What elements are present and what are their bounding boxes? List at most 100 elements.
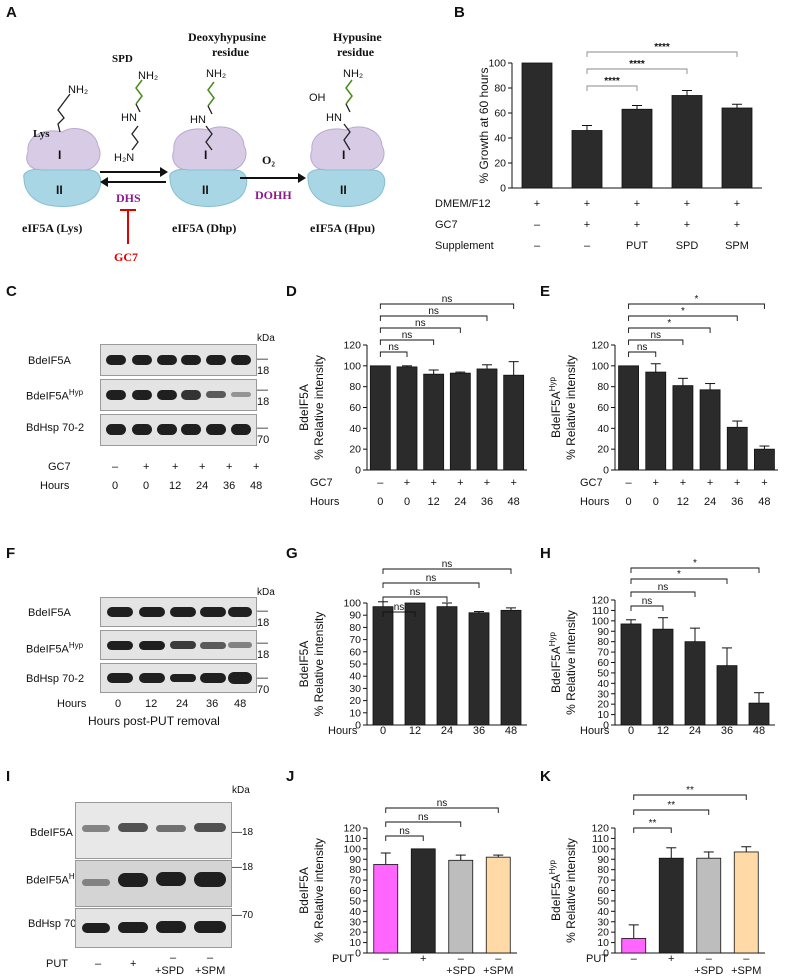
y-tick-label-G: 80 xyxy=(349,622,361,634)
y-tick-label-H: 10 xyxy=(597,709,609,721)
bar-G xyxy=(468,612,490,726)
bar-H xyxy=(652,628,674,726)
y-tick-label-H: 20 xyxy=(597,699,609,711)
y-axis-label-2-K: % Relative intensity xyxy=(564,838,578,943)
y-tick-label-G: 0 xyxy=(355,720,361,732)
significance-bracket-E xyxy=(628,351,657,357)
y-tick-label-B: 20 xyxy=(494,158,506,170)
category-label-D: 24 xyxy=(454,496,466,508)
significance-bracket-B xyxy=(586,85,638,91)
protein-hpu-icon xyxy=(307,126,386,207)
significance-label-D: ns xyxy=(388,342,399,353)
domain-i-dhp: I xyxy=(204,148,208,162)
lane-label: + xyxy=(143,461,150,473)
y-tick-label-K: 70 xyxy=(597,875,609,887)
y-axis-label-2-J: % Relative intensity xyxy=(312,838,326,943)
y-tick-label-E: 120 xyxy=(591,340,609,352)
y-tick-label-K: 20 xyxy=(597,927,609,939)
lane-label: + xyxy=(130,958,137,970)
bar-H xyxy=(748,702,770,726)
lane-label: – xyxy=(95,958,102,970)
y-axis-label-sup: Hyp xyxy=(548,631,557,646)
category-label-K: – xyxy=(743,953,750,965)
y-tick-label-H: 40 xyxy=(597,678,609,690)
significance-bracket-B xyxy=(586,51,738,57)
bar-H xyxy=(684,641,706,726)
domain-i-lys: I xyxy=(58,148,62,162)
bar-G xyxy=(372,606,394,726)
y-axis-label-J: BdeIF5A xyxy=(297,867,311,914)
dhp-hn-label: HN xyxy=(190,114,206,126)
bar-B xyxy=(721,107,753,189)
y-tick-label-B: 60 xyxy=(494,108,506,120)
y-tick-label-K: 60 xyxy=(597,885,609,897)
panel-label-k: K xyxy=(540,768,551,785)
category-label-E: + xyxy=(653,477,659,489)
row-label-eif5a: BdeIF5A xyxy=(28,607,71,619)
dhp-nh2-label: NH₂ xyxy=(206,68,227,80)
y-axis-label-2-H: % Relative intensity xyxy=(564,610,578,715)
category-label-E: 24 xyxy=(704,496,716,508)
category-label-H: 24 xyxy=(689,725,701,737)
category-label-E: + xyxy=(680,477,686,489)
y-tick-label-K: 80 xyxy=(597,864,609,876)
bar-B xyxy=(521,62,553,189)
y-tick-label-E: 100 xyxy=(591,360,609,372)
significance-bracket-H xyxy=(630,578,728,584)
bar-D xyxy=(369,365,391,471)
y-tick-label-H: 60 xyxy=(597,657,609,669)
significance-label-G: ns xyxy=(442,559,453,570)
o2-label: O₂ xyxy=(262,153,275,167)
significance-label-D: ns xyxy=(442,294,453,305)
inhibition-gc7-icon xyxy=(120,209,136,244)
y-axis-label-2-G: % Relative intensity xyxy=(312,612,326,717)
category-label-G: 12 xyxy=(409,725,421,737)
y-tick-label-G: 90 xyxy=(349,610,361,622)
significance-label-J: ns xyxy=(437,798,448,809)
category-label-K: – xyxy=(631,953,638,965)
significance-bracket-D xyxy=(379,339,435,345)
category-label-B: + xyxy=(584,198,590,210)
blot-strip xyxy=(75,860,232,907)
y-tick-label-J: 0 xyxy=(355,948,361,960)
category-label-H: 0 xyxy=(628,725,634,737)
eif5a-dhp-label: eIF5A (Dhp) xyxy=(172,221,237,235)
y-tick-label-K: 10 xyxy=(597,937,609,949)
y-tick-label-K: 0 xyxy=(603,948,609,960)
panel-label-f: F xyxy=(6,545,16,562)
category-label-H: 48 xyxy=(753,725,765,737)
blot-strip xyxy=(100,414,257,446)
bar-D xyxy=(503,374,525,471)
row-label-hours: Hours xyxy=(57,698,87,710)
significance-label-E: ns xyxy=(650,330,661,341)
dohh-label: DOHH xyxy=(255,188,292,202)
domain-ii-dhp: II xyxy=(202,183,209,197)
bar-E xyxy=(645,371,667,471)
protein-lys-icon xyxy=(23,128,102,207)
y-tick-label-H: 50 xyxy=(597,667,609,679)
significance-bracket-H xyxy=(630,591,696,597)
lane-label: 24 xyxy=(176,698,189,710)
bar-E xyxy=(672,385,694,471)
panel-label-a: A xyxy=(6,4,17,21)
bar-E xyxy=(754,448,775,471)
row-label-eif5a: BdeIF5A xyxy=(30,827,73,839)
y-tick-label-H: 100 xyxy=(591,615,609,627)
lane-label: +SPD xyxy=(155,965,185,977)
significance-bracket-G xyxy=(382,611,416,617)
y-tick-label-H: 110 xyxy=(592,605,609,617)
category-label-B: + xyxy=(684,219,690,231)
row-label-K: PUT xyxy=(586,953,608,965)
category-label-E: + xyxy=(761,477,767,489)
blot-panel-f: kDa BdeIF5A BdeIF5AHyp BdHsp 70-2 —18 —1… xyxy=(0,570,280,730)
row-label-D: Hours xyxy=(310,496,340,508)
marker-18: —18 xyxy=(232,862,254,873)
hyp-title-2: residue xyxy=(337,45,375,59)
y-axis-label-2-D: % Relative intensity xyxy=(312,355,326,460)
lane-label: 36 xyxy=(223,480,236,492)
category-label-J: + xyxy=(420,953,426,965)
eif5a-hpu-label: eIF5A (Hpu) xyxy=(310,221,376,235)
marker-18: —18 xyxy=(232,827,254,838)
row-label-hsp: BdHsp 70-2 xyxy=(28,918,87,930)
post-put-label: Hours post-PUT removal xyxy=(88,714,220,728)
